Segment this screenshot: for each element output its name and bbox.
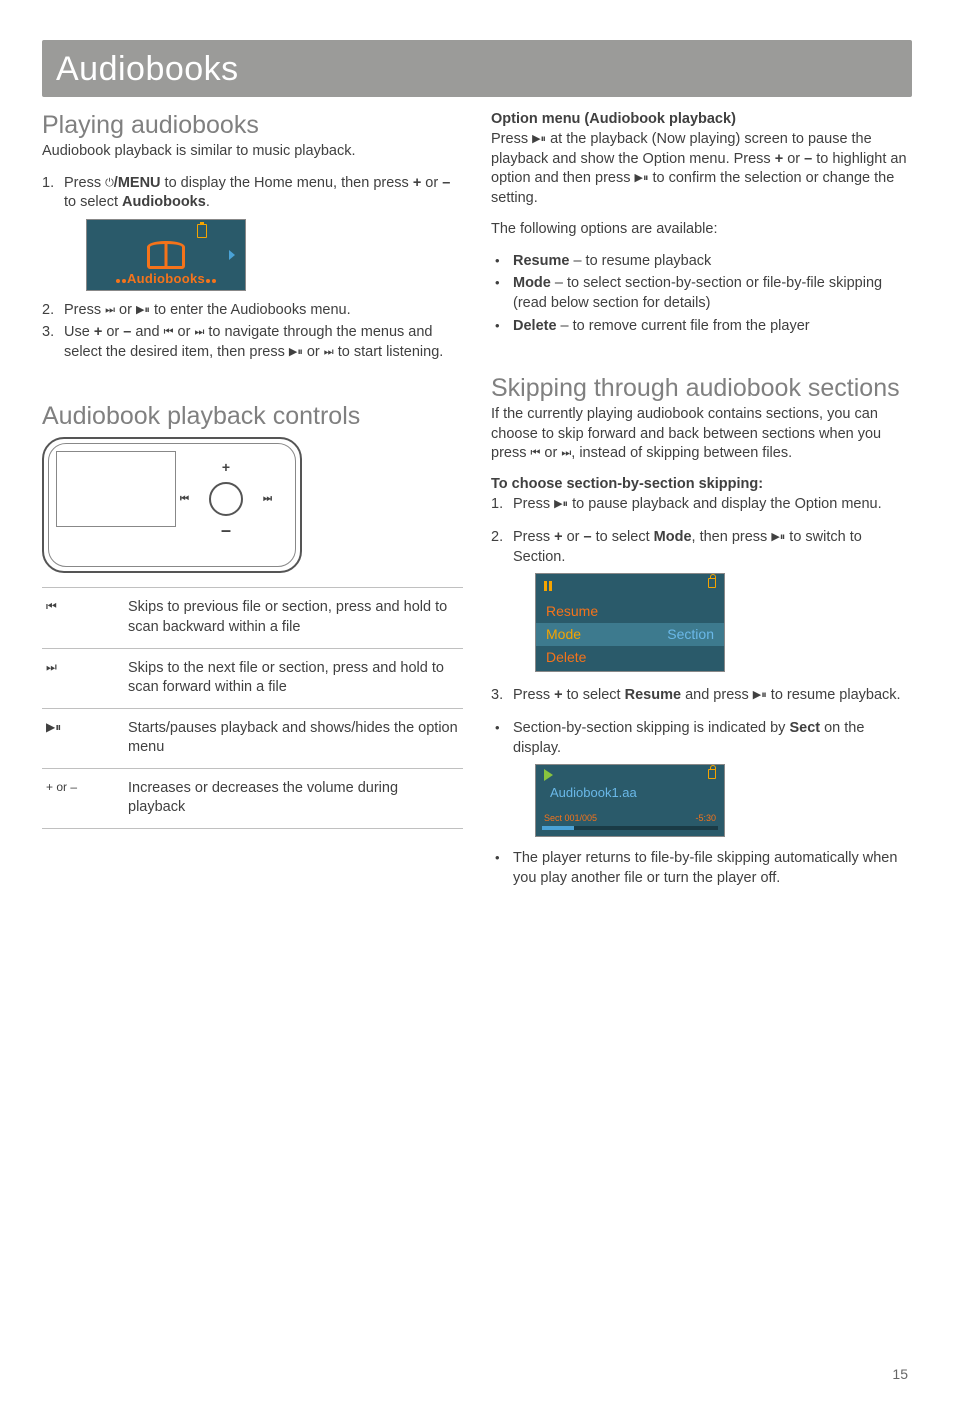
center-button [209,482,243,516]
table-row: ▶⏸ Starts/pauses playback and shows/hide… [42,708,463,768]
table-row: + or – Increases or decreases the volume… [42,768,463,828]
control-desc: Skips to the next file or section, press… [124,648,463,708]
control-key: ▶⏸ [42,708,124,768]
next-label: ⏭ [263,494,272,505]
playing-step-3: Use + or – and ⏮ or ⏭ to navigate throug… [42,323,463,362]
list-item: Delete – to remove current file from the… [491,317,912,337]
playpause-icon: ▶⏸ [771,531,785,543]
nav-right-icon [229,250,235,260]
device-diagram: + – ⏮ ⏭ [42,437,302,573]
control-desc: Skips to previous file or section, press… [124,588,463,648]
skipping-steps-2: Press + or – to select Mode, then press … [491,528,912,671]
option-menu-para1: Press ▶⏸ at the playback (Now playing) s… [491,130,912,208]
menu-row-resume: Resume [536,600,724,623]
lock-icon [708,769,716,779]
lock-icon [708,578,716,588]
option-menu-list: Resume – to resume playback Mode – to se… [491,252,912,336]
section-playing-intro: Audiobook playback is similar to music p… [42,142,463,162]
playing-steps: Press ⏻/MENU to display the Home menu, t… [42,174,463,363]
playing-step-2: Press ⏭ or ▶⏸ to enter the Audiobooks me… [42,301,463,321]
progress-bar [542,826,718,830]
menu-row-delete: Delete [536,646,724,669]
playpause-icon: ▶⏸ [289,346,303,358]
menu-row-mode: ModeSection [536,623,724,646]
audiobook-icon [147,241,185,269]
control-desc: Starts/pauses playback and shows/hides t… [124,708,463,768]
right-column: Option menu (Audiobook playback) Press ▶… [491,111,912,900]
nowplaying-time: -5:30 [695,812,716,824]
next-icon: ⏭ [194,326,204,338]
playpause-icon: ▶⏸ [554,498,568,510]
skipping-bullets: Section-by-section skipping is indicated… [491,719,912,888]
choose-skipping-heading: To choose section-by-section skipping: [491,476,912,492]
skipping-steps-3: Press + to select Resume and press ▶⏸ to… [491,686,912,706]
table-row: ⏮ Skips to previous file or section, pre… [42,588,463,648]
skipping-steps: Press ▶⏸ to pause playback and display t… [491,495,912,515]
controls-table: ⏮ Skips to previous file or section, pre… [42,587,463,829]
list-item: Mode – to select section-by-section or f… [491,274,912,313]
skipping-step-2: Press + or – to select Mode, then press … [491,528,912,671]
skipping-intro: If the currently playing audiobook conta… [491,405,912,464]
home-menu-illustration: Audiobooks [86,219,463,291]
prev-icon: ⏮ [164,326,174,338]
skipping-step-1: Press ▶⏸ to pause playback and display t… [491,495,912,515]
control-key: ⏭ [42,648,124,708]
option-menu-illustration: Resume ModeSection Delete [535,573,725,671]
left-column: Playing audiobooks Audiobook playback is… [42,111,463,900]
playpause-icon: ▶⏸ [635,172,649,184]
list-item: Section-by-section skipping is indicated… [491,719,912,837]
prev-label: ⏮ [180,494,189,505]
battery-icon [197,224,207,238]
nowplaying-section: Sect 001/005 [544,812,597,824]
next-icon: ⏭ [324,346,334,358]
content-columns: Playing audiobooks Audiobook playback is… [0,111,954,900]
control-key: + or – [42,768,124,828]
page-header: Audiobooks [42,40,912,97]
section-playing-heading: Playing audiobooks [42,111,463,140]
playpause-icon: ▶⏸ [753,689,767,701]
nowplaying-illustration: Audiobook1.aa Sect 001/005 -5:30 [535,764,725,837]
list-item: The player returns to file-by-file skipp… [491,849,912,888]
option-menu-heading: Option menu (Audiobook playback) [491,111,912,127]
next-icon: ⏭ [561,447,571,459]
option-menu-para2: The following options are available: [491,220,912,240]
page-number: 15 [892,1366,908,1382]
play-icon [544,769,553,781]
home-menu-label: Audiobooks [87,270,245,288]
page-title: Audiobooks [56,50,898,89]
table-row: ⏭ Skips to the next file or section, pre… [42,648,463,708]
control-desc: Increases or decreases the volume during… [124,768,463,828]
power-icon: ⏻ [105,177,114,189]
control-key: ⏮ [42,588,124,648]
minus-label: – [221,520,231,541]
list-item: Resume – to resume playback [491,252,912,272]
playpause-icon: ▶⏸ [136,304,150,316]
next-icon: ⏭ [105,304,115,316]
section-skipping-heading: Skipping through audiobook sections [491,374,912,403]
playing-step-1: Press ⏻/MENU to display the Home menu, t… [42,174,463,291]
playpause-icon: ▶⏸ [532,133,546,145]
section-controls-heading: Audiobook playback controls [42,402,463,431]
prev-icon: ⏮ [531,447,541,459]
device-screen [56,451,176,527]
nowplaying-title: Audiobook1.aa [536,781,724,812]
plus-label: + [222,459,230,475]
skipping-step-3: Press + to select Resume and press ▶⏸ to… [491,686,912,706]
pause-icon [544,578,554,598]
device-wheel: + – ⏮ ⏭ [180,453,272,545]
